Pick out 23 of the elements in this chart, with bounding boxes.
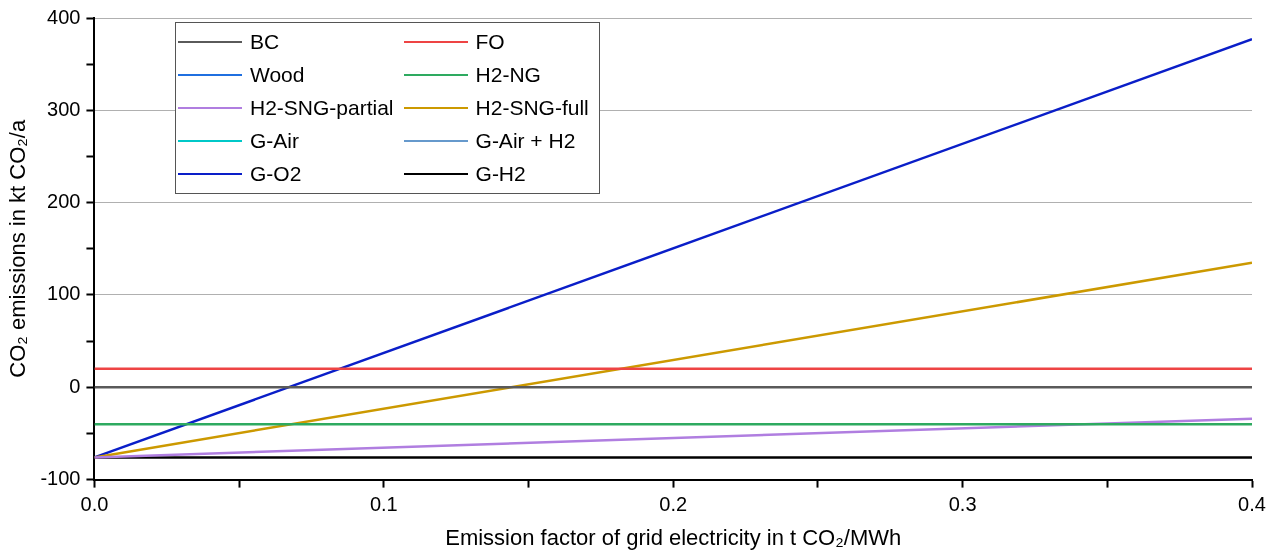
legend-label: H2-SNG-full	[475, 95, 589, 121]
legend-label: Wood	[250, 62, 305, 88]
y-tick-label: 0	[69, 374, 81, 397]
y-tick-label: 200	[47, 190, 81, 213]
y-axis-title: CO₂ emissions in kt CO₂/a	[5, 119, 31, 378]
y-tick-label: -100	[40, 467, 81, 490]
legend-label: H2-SNG-partial	[250, 95, 394, 121]
legend-label: G-O2	[250, 161, 302, 187]
legend-label: G-Air + H2	[475, 128, 576, 154]
legend-label: FO	[475, 29, 505, 55]
legend-label: G-H2	[475, 161, 526, 187]
legend-label: BC	[250, 29, 280, 55]
legend-label: H2-NG	[475, 62, 541, 88]
y-tick-label: 300	[47, 97, 81, 120]
x-tick-label: 0.3	[948, 493, 977, 516]
x-axis-title: Emission factor of grid electricity in t CO₂/MWh	[445, 524, 902, 550]
x-tick-label: 0.4	[1238, 493, 1266, 516]
legend-label: G-Air	[250, 128, 299, 154]
y-tick-label: 100	[47, 282, 81, 305]
x-tick-label: 0.1	[369, 493, 398, 516]
y-tick-label: 400	[47, 5, 81, 28]
x-tick-label: 0.0	[80, 493, 109, 516]
x-tick-label: 0.2	[659, 493, 688, 516]
